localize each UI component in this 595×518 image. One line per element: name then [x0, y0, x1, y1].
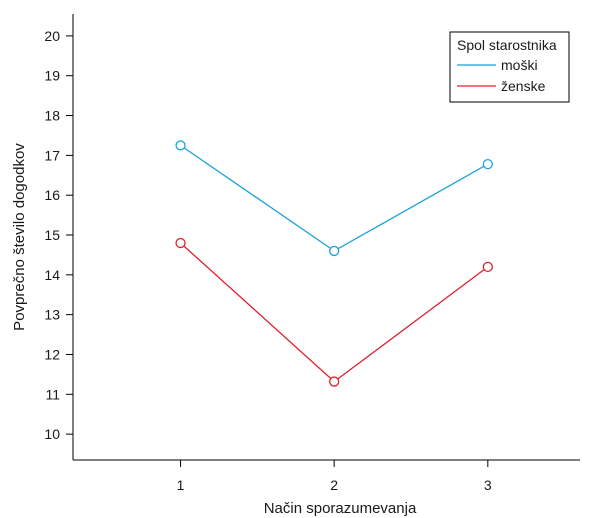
data-point	[329, 376, 340, 387]
y-tick-label: 18	[44, 108, 60, 124]
series-2	[175, 237, 493, 387]
legend-label: ženske	[501, 78, 546, 94]
x-tick-label: 2	[330, 477, 338, 493]
y-tick-label: 14	[44, 267, 60, 283]
data-point	[329, 245, 340, 257]
legend-item: moški	[457, 57, 538, 73]
series-layer	[175, 140, 493, 387]
data-point	[175, 237, 186, 249]
series-line	[180, 144, 489, 252]
x-tick-label: 3	[484, 477, 492, 493]
x-axis-title: Način sporazumevanja	[264, 500, 417, 517]
data-point	[482, 158, 493, 170]
y-tick-label: 16	[44, 187, 60, 203]
legend: Spol starostnika moški ženske	[449, 31, 570, 103]
legend-title: Spol starostnika	[457, 37, 557, 53]
y-tick-label: 12	[44, 346, 60, 362]
y-axis-title: Povprečno število dogodkov	[11, 143, 28, 331]
plot-frame	[72, 14, 580, 461]
legend-label: moški	[501, 57, 538, 73]
legend-box	[449, 31, 570, 103]
legend-items: moški ženske	[457, 57, 546, 94]
y-tick-label: 11	[45, 386, 60, 402]
y-tick-label: 13	[44, 307, 60, 323]
y-tick-label: 20	[44, 28, 60, 44]
series-1	[175, 140, 493, 257]
y-tick-label: 19	[44, 68, 60, 84]
x-axis-ticks: 1 2 3	[177, 460, 492, 493]
y-tick-label: 15	[44, 227, 60, 243]
data-point	[175, 140, 186, 151]
series-line	[180, 242, 489, 383]
data-point	[482, 261, 493, 273]
y-axis-ticks: 10 11 12 13 14 15 16 17 18 19 20	[44, 28, 73, 442]
legend-item: ženske	[457, 78, 546, 94]
x-tick-label: 1	[177, 477, 185, 493]
y-tick-label: 17	[44, 147, 60, 163]
y-tick-label: 10	[44, 426, 60, 442]
